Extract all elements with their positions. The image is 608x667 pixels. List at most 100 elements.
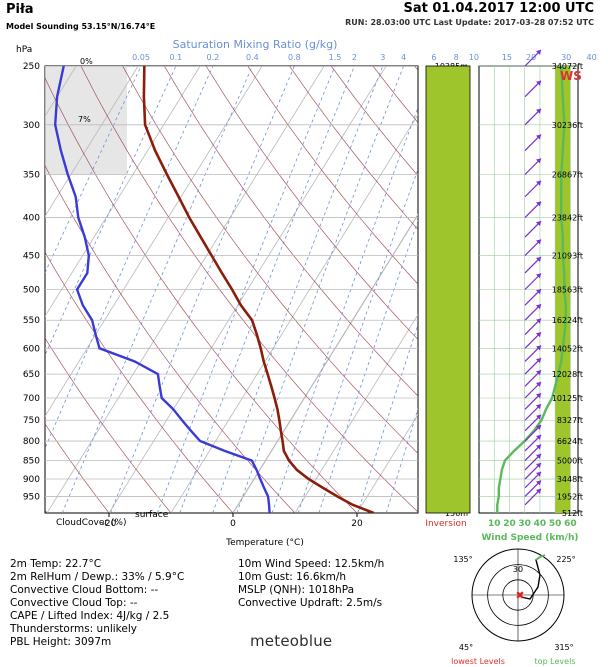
wind-barb-head xyxy=(536,256,541,262)
height-ft-label: 30236ft xyxy=(552,121,583,130)
wind-barb-head xyxy=(536,414,541,420)
dry-adiabat-line xyxy=(45,423,110,513)
wind-barb-head xyxy=(536,463,541,469)
wind-barb xyxy=(524,273,542,290)
isotherm-line xyxy=(294,313,418,513)
wind-barb xyxy=(524,444,542,462)
wind-barb xyxy=(524,424,542,442)
wind-barb-head xyxy=(536,332,541,338)
mixing-ratio-line xyxy=(179,66,355,513)
wind-barb xyxy=(524,331,542,349)
wind-barb-head xyxy=(536,471,541,477)
wind-tick-label: 40 xyxy=(534,519,547,529)
mixing-ratio-title: Saturation Mixing Ratio (g/kg) xyxy=(173,38,338,51)
dry-adiabat-line xyxy=(45,251,234,513)
wind-barb xyxy=(524,357,542,375)
dry-adiabat-line xyxy=(80,66,418,513)
wind-barb-head xyxy=(536,444,541,450)
coordinates-subtitle: Model Sounding 53.15°N/16.74°E xyxy=(6,22,156,31)
wind-barb-head xyxy=(536,381,541,387)
meteoblue-logo: meteoblue xyxy=(250,632,332,650)
inversion-bar xyxy=(426,66,470,513)
dry-adiabat-line xyxy=(205,66,418,341)
height-ft-label: 8327ft xyxy=(557,416,583,425)
isotherm-line xyxy=(45,66,139,217)
info-mslp: MSLP (QNH): 1018hPa xyxy=(238,584,354,596)
wind-tick-label: 20 xyxy=(503,519,516,529)
info-wind-speed: 10m Wind Speed: 12.5km/h xyxy=(238,558,385,570)
temp-tick-label: 20 xyxy=(351,519,363,529)
wind-barb-head xyxy=(536,221,541,227)
pressure-tick-label: 300 xyxy=(23,121,40,131)
wind-axis-label: Wind Speed (km/h) xyxy=(482,533,579,543)
mixing-ratio-tick: 10 xyxy=(469,53,479,62)
height-ft-label: 1952ft xyxy=(557,492,583,501)
wind-barb-head xyxy=(536,358,541,364)
height-ft-label: 12028ft xyxy=(552,370,583,379)
height-ft-label: 26867ft xyxy=(552,170,583,179)
pressure-tick-label: 950 xyxy=(23,492,40,502)
wind-barb xyxy=(524,480,542,497)
temperature-line xyxy=(142,66,375,513)
height-ft-label: 10125ft xyxy=(552,394,583,403)
logo-text: meteoblue xyxy=(250,632,333,650)
wind-barb-head xyxy=(536,453,541,459)
info-updraft: Convective Updraft: 2.5m/s xyxy=(238,597,383,609)
wind-barb xyxy=(524,453,542,471)
mixing-ratio-tick: 0.2 xyxy=(207,53,220,62)
dewpoint-line xyxy=(53,66,271,513)
temperature-axis-label: Temperature (°C) xyxy=(225,538,304,548)
wind-barb xyxy=(524,381,542,399)
dry-adiabat-line xyxy=(289,66,418,231)
pressure-tick-label: 650 xyxy=(23,370,40,380)
pressure-tick-label: 800 xyxy=(23,437,40,447)
hodograph-dir-315: 315° xyxy=(554,643,573,652)
location-title: Piła xyxy=(6,2,34,17)
wind-barb-head xyxy=(536,425,541,431)
dry-adiabat-line xyxy=(45,337,172,513)
hodograph-top-trace xyxy=(535,554,546,561)
mixing-ratio-line xyxy=(110,66,295,513)
height-ft-label: 3448ft xyxy=(557,475,583,484)
mixing-ratio-tick: 8 xyxy=(454,53,459,62)
pressure-tick-label: 350 xyxy=(23,170,40,180)
inversion-frame xyxy=(425,65,471,514)
mixing-ratio-line xyxy=(212,66,384,513)
wind-tick-label: 10 xyxy=(488,519,501,529)
mixing-ratio-line xyxy=(156,66,336,513)
mixing-ratio-tick: 4 xyxy=(401,53,406,62)
wind-barb-head xyxy=(536,304,541,310)
wind-tick-label: 50 xyxy=(549,519,562,529)
wind-barb xyxy=(524,488,542,506)
skew-grid xyxy=(45,66,418,513)
mixing-ratio-tick: 0.4 xyxy=(246,53,259,62)
wind-barb-head xyxy=(536,239,541,245)
wind-barb-head xyxy=(536,273,541,279)
pressure-tick-label: 700 xyxy=(23,394,40,404)
inversion-label: Inversion xyxy=(425,519,466,529)
wind-barb xyxy=(524,462,542,480)
wind-barb-head xyxy=(536,345,541,351)
mixing-ratio-tick: 6 xyxy=(431,53,436,62)
cloud-cover-pct: 7% xyxy=(78,115,91,124)
mixing-ratio-tick: 40 xyxy=(587,53,597,62)
height-ft-label: 18563ft xyxy=(552,286,583,295)
mixing-ratio-tick: 2 xyxy=(352,53,357,62)
mixing-ratio-tick: 15 xyxy=(502,53,512,62)
height-ft-label: 34072ft xyxy=(552,62,583,71)
wind-barb xyxy=(524,403,542,421)
pressure-tick-label: 550 xyxy=(23,316,40,326)
temp-tick-label: 0 xyxy=(230,519,236,529)
mixing-ratio-tick: 20 xyxy=(526,53,536,62)
info-relhum: 2m RelHum / Dewp.: 33% / 5.9°C xyxy=(10,571,185,583)
height-ft-label: 21093ft xyxy=(552,252,583,261)
wind-barb-head xyxy=(536,393,541,399)
wind-barb-head xyxy=(536,289,541,295)
wind-barb xyxy=(524,80,542,98)
wind-barb-head xyxy=(536,201,541,207)
wind-barb-head xyxy=(536,488,541,494)
hodograph-dir-45: 45° xyxy=(459,643,473,652)
dry-adiabat-line xyxy=(247,66,418,285)
info-cloud-top: Convective Cloud Top: -- xyxy=(10,597,138,609)
